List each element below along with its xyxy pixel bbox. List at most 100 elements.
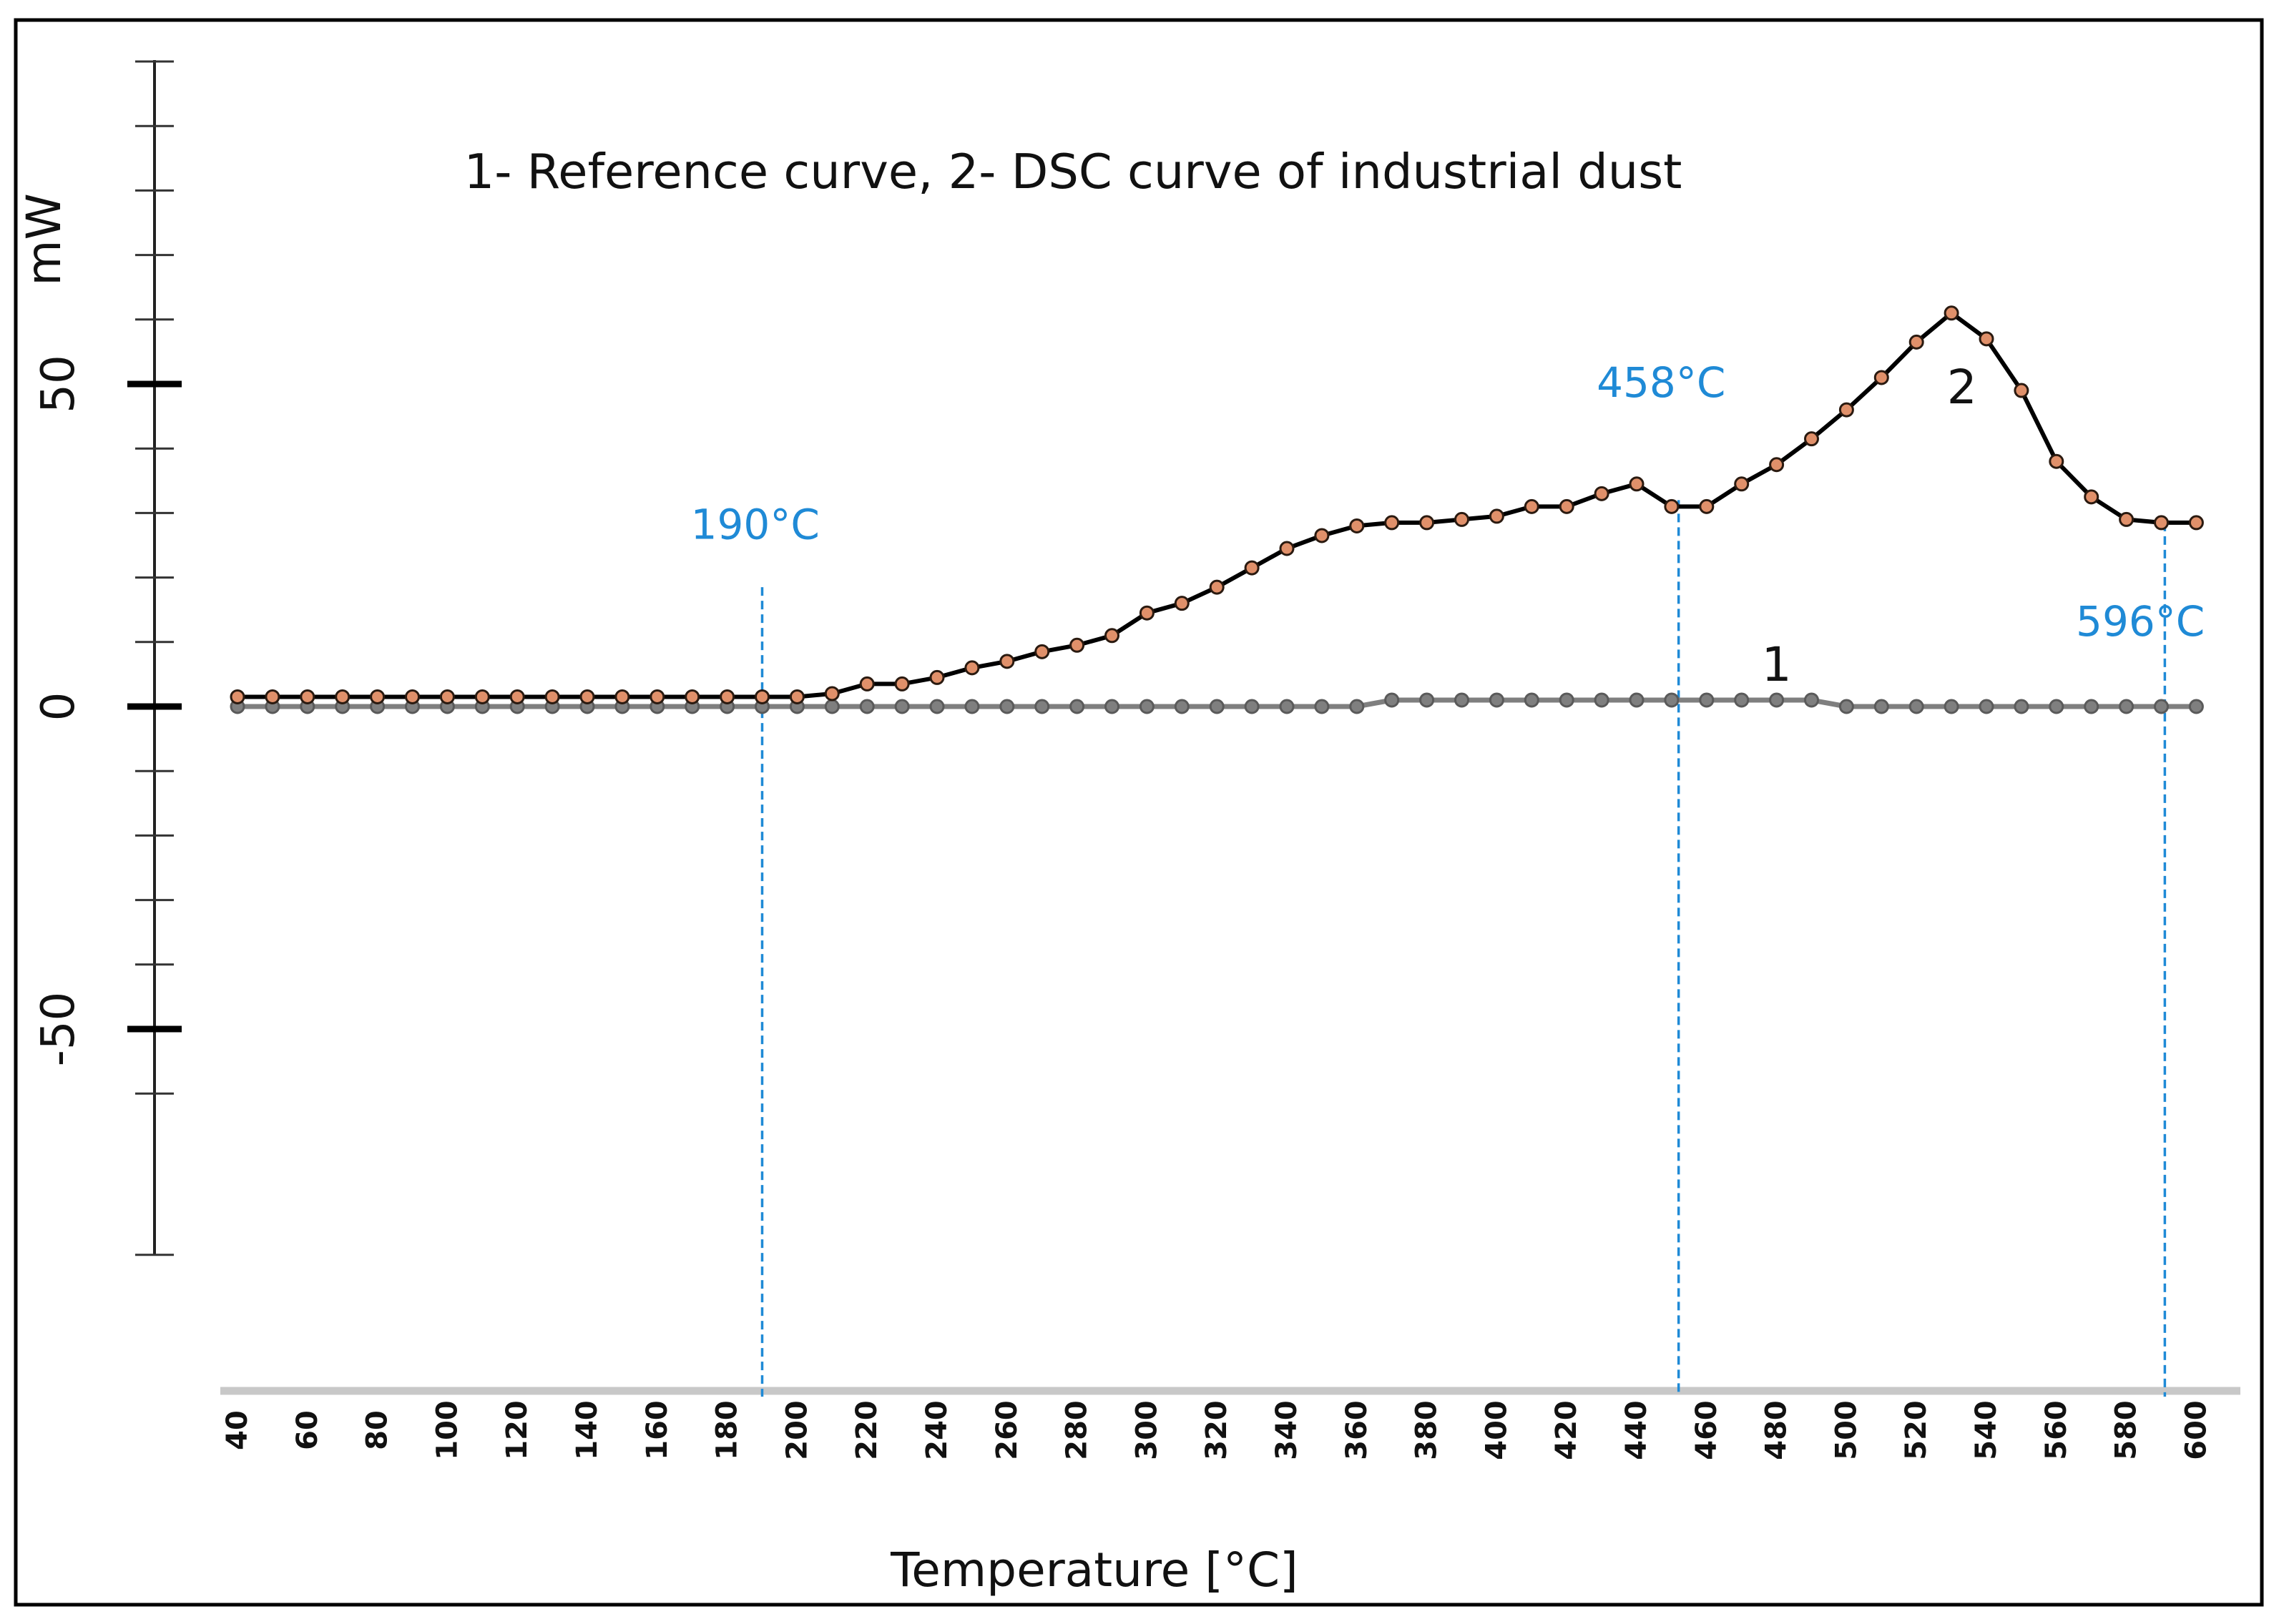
series-2-label: 2 xyxy=(1947,360,1977,415)
series-1-point xyxy=(2188,699,2204,714)
series-2-point xyxy=(824,686,840,702)
series-2-point xyxy=(1104,628,1119,644)
series-2-point xyxy=(999,654,1015,669)
series-2-point xyxy=(650,689,665,704)
series-1-point xyxy=(2084,699,2099,714)
series-2-point xyxy=(789,689,805,704)
x-tick-label: 240 xyxy=(921,1400,954,1460)
series-1-point xyxy=(824,699,840,714)
series-2-point xyxy=(579,689,595,704)
annotation-label: 190°C xyxy=(691,500,820,548)
series-2-point xyxy=(614,689,630,704)
series-2-point xyxy=(1908,334,1924,350)
series-1-point xyxy=(1769,692,1785,708)
x-tick-label: 580 xyxy=(2110,1400,2143,1460)
series-1-point xyxy=(1944,699,1959,714)
series-2-point xyxy=(1559,498,1574,514)
series-1-point xyxy=(1314,699,1330,714)
series-2-point xyxy=(1979,331,1994,347)
series-2-point xyxy=(1594,486,1609,501)
x-tick-label: 420 xyxy=(1550,1400,1583,1460)
series-2-point xyxy=(720,689,735,704)
x-tick-label: 60 xyxy=(291,1410,324,1450)
series-2-point xyxy=(230,689,245,704)
annotations-layer: 190°C 458°C 596°C xyxy=(691,358,2205,1397)
series-2-point xyxy=(1314,528,1330,543)
series-1-point xyxy=(2049,699,2064,714)
series-2-point xyxy=(1174,596,1190,611)
x-tick-label: 260 xyxy=(991,1400,1024,1460)
series-1-point xyxy=(1244,699,1260,714)
series-2-point xyxy=(2188,515,2204,531)
series-1-point xyxy=(1734,692,1750,708)
series-2-point xyxy=(2014,383,2029,398)
x-tick-label: 160 xyxy=(641,1400,674,1460)
series-1-point xyxy=(1873,699,1889,714)
x-tick-label: 280 xyxy=(1061,1400,1094,1460)
series-1-point xyxy=(894,699,910,714)
series-2-point xyxy=(685,689,700,704)
x-tick-label: 180 xyxy=(711,1400,744,1460)
x-tick-label: 40 xyxy=(221,1410,254,1450)
x-tick-label: 440 xyxy=(1620,1400,1653,1460)
series-layer: 12 xyxy=(230,305,2204,714)
series-1-point xyxy=(2014,699,2029,714)
series-2-point xyxy=(2084,489,2099,505)
series-2-point xyxy=(859,676,875,692)
series-2-point xyxy=(2119,511,2135,527)
x-tick-label: 560 xyxy=(2040,1400,2073,1460)
series-2-point xyxy=(1804,431,1819,447)
y-tick-label: 50 xyxy=(32,355,85,413)
x-tick-label: 400 xyxy=(1480,1400,1513,1460)
series-2-point xyxy=(1454,511,1469,527)
series-1-point xyxy=(1034,699,1050,714)
series-1-point xyxy=(2154,699,2169,714)
series-2-point xyxy=(1769,457,1785,473)
series-1-point xyxy=(1069,699,1085,714)
x-tick-label: 300 xyxy=(1130,1400,1163,1460)
series-2-point xyxy=(1664,498,1680,514)
series-1-point xyxy=(1139,699,1155,714)
series-1-point xyxy=(929,699,945,714)
series-1-point xyxy=(1174,699,1190,714)
series-2-point xyxy=(894,676,910,692)
series-1-point xyxy=(1384,692,1400,708)
series-2-point xyxy=(1838,402,1854,418)
y-tick-label: 0 xyxy=(32,692,85,722)
x-tick-label: 460 xyxy=(1690,1400,1723,1460)
series-1-point xyxy=(1838,699,1854,714)
series-2-point xyxy=(474,689,490,704)
y-axis-label: mW xyxy=(16,193,72,286)
annotation-label: 596°C xyxy=(2076,597,2205,646)
series-1-point xyxy=(859,699,875,714)
x-tick-label: 360 xyxy=(1341,1400,1373,1460)
x-tick-label: 100 xyxy=(431,1400,464,1460)
series-1-point xyxy=(2119,699,2135,714)
x-tick-label: 200 xyxy=(780,1400,813,1460)
series-1-point xyxy=(964,699,980,714)
series-1-point xyxy=(1349,699,1365,714)
series-1-point xyxy=(1419,692,1435,708)
series-2-point xyxy=(1489,508,1504,524)
series-2-point xyxy=(2154,515,2169,531)
series-1-point xyxy=(1664,692,1680,708)
series-2-point xyxy=(335,689,351,704)
series-2-point xyxy=(509,689,525,704)
series-2-point xyxy=(1699,498,1715,514)
figure-frame xyxy=(14,18,2264,1607)
x-tick-label: 540 xyxy=(1970,1400,2003,1460)
series-2-point xyxy=(370,689,386,704)
series-2-point xyxy=(544,689,560,704)
series-2-point xyxy=(1944,305,1959,321)
series-2-point xyxy=(1384,515,1400,531)
series-2-point xyxy=(1629,476,1645,492)
x-tick-label: 500 xyxy=(1830,1400,1863,1460)
series-1-point xyxy=(1454,692,1469,708)
series-2-point xyxy=(1244,560,1260,576)
series-2-point xyxy=(1279,541,1295,556)
x-tick-label: 340 xyxy=(1270,1400,1303,1460)
series-2-point xyxy=(300,689,315,704)
series-2-point xyxy=(439,689,455,704)
series-2-point xyxy=(755,689,770,704)
